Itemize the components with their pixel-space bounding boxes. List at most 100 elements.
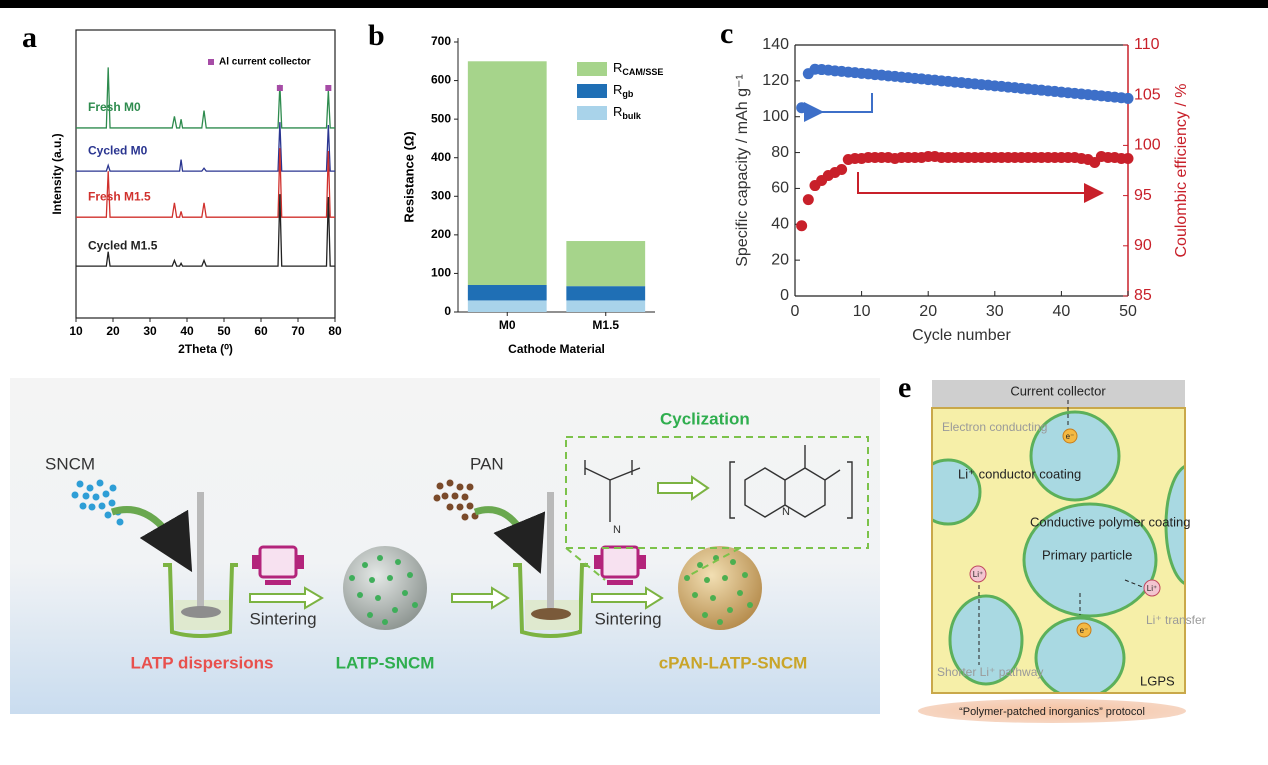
beaker (513, 492, 588, 638)
x-tick-label: 80 (328, 324, 342, 338)
y-tick-label: 500 (431, 111, 451, 125)
y-tick-label: 100 (431, 266, 451, 280)
product-label: LATP dispersions (131, 653, 274, 672)
y-tick-label: 0 (444, 304, 451, 318)
pattern-line (76, 67, 335, 129)
legend-name: R (613, 60, 622, 75)
legend-subscript: gb (622, 89, 633, 99)
inset-connector (689, 547, 741, 576)
y2-tick-label: 110 (1134, 36, 1160, 53)
reaction-arrow (657, 475, 710, 501)
bar-segment (467, 285, 547, 301)
x-axis-label: 2Theta (⁰) (178, 342, 233, 356)
caption: “Polymer-patched inorganics” protocol (959, 706, 1145, 718)
legend-subscript: bulk (622, 111, 641, 121)
electron-label: e⁻ (1066, 432, 1075, 441)
y2-tick-label: 90 (1134, 237, 1152, 254)
y2-tick-label: 105 (1134, 86, 1161, 103)
y-tick-label: 120 (762, 72, 789, 89)
peak-marker (276, 85, 283, 91)
data-point (1122, 152, 1134, 164)
y-tick-label: 20 (771, 251, 789, 268)
y-tick-label: 140 (762, 36, 789, 53)
product-label: cPAN-LATP-SNCM (659, 653, 808, 672)
atom-label: N (613, 524, 621, 536)
pattern-line (76, 194, 335, 267)
pan-particles (433, 479, 479, 521)
sncm-particles (71, 479, 124, 526)
curved-arrow (473, 506, 546, 574)
data-point (1122, 92, 1134, 104)
legend-label: RCAM/SSE (613, 60, 663, 77)
panel-label: c (720, 17, 733, 50)
peak-marker (325, 85, 332, 91)
legend-swatch (577, 106, 607, 120)
annotation: Electron conducting (942, 420, 1047, 434)
furnace (252, 545, 304, 585)
y2-tick-label: 85 (1134, 287, 1152, 304)
axis-arrow (857, 172, 1104, 203)
process-arrow (591, 586, 664, 610)
curved-arrow (110, 506, 193, 573)
annotation-swatch (208, 59, 214, 65)
legend-swatch (577, 84, 607, 98)
x-tick-label: 30 (143, 324, 157, 338)
legend-subscript: CAM/SSE (622, 67, 663, 77)
x-tick-label: 20 (106, 324, 120, 338)
annotation: Conductive polymer coating (1030, 514, 1190, 529)
annotation: Shorter Li⁺ pathway (937, 665, 1043, 679)
series-label: Fresh M1.5 (88, 189, 151, 203)
reagent-label: PAN (470, 454, 504, 473)
y-tick-label: 200 (431, 227, 451, 241)
x-tick-label: 50 (1119, 303, 1137, 320)
electron (1076, 622, 1092, 638)
bar-segment (566, 286, 646, 301)
pattern-line (76, 148, 335, 218)
bar-segment (467, 61, 547, 286)
y-tick-label: 100 (762, 108, 789, 125)
x-tick-label: 0 (791, 303, 800, 320)
process-arrow (249, 586, 324, 610)
pattern-line (76, 122, 335, 172)
inset-box (565, 436, 869, 549)
x-tick-label: 60 (254, 324, 268, 338)
data-point (836, 163, 848, 175)
panel-e: Current collector Electron conducting Li… (918, 380, 1206, 723)
legend-swatch (577, 62, 607, 76)
sphere-dots (349, 555, 418, 625)
x-axis-label: Cathode Material (508, 342, 605, 356)
inset-connector (565, 547, 606, 581)
reagent-label: SNCM (45, 454, 95, 473)
panel-label: b (368, 19, 385, 52)
pan-structure (584, 460, 641, 522)
x-tick-label: 40 (180, 324, 194, 338)
y-axis-label: Resistance (Ω) (401, 131, 416, 222)
bar-segment (566, 241, 646, 287)
y-tick-label: 300 (431, 188, 451, 202)
current-collector (932, 380, 1185, 408)
y2-tick-label: 100 (1134, 137, 1161, 154)
particles (933, 410, 1184, 692)
process-label: Sintering (594, 609, 661, 628)
annotation: Li⁺ conductor coating (958, 466, 1081, 481)
atom-label: N (782, 506, 790, 518)
inset-title: Cyclization (660, 409, 750, 428)
x-tick-label: M0 (499, 318, 516, 332)
y-tick-label: 400 (431, 150, 451, 164)
legend-label: Rgb (613, 82, 634, 99)
top-bar (0, 0, 1268, 8)
protocol-ellipse (918, 699, 1186, 723)
x-tick-label: M1.5 (592, 318, 619, 332)
y-tick-label: 700 (431, 34, 451, 48)
bar-segment (467, 300, 547, 312)
data-point (796, 220, 808, 232)
beaker (163, 492, 238, 638)
y-tick-label: 0 (780, 287, 789, 304)
y-tick-label: 60 (771, 180, 789, 197)
ion-label: Li⁺ (1147, 584, 1157, 593)
x-tick-label: 10 (69, 324, 83, 338)
annotation: Li⁺ transfer (1146, 613, 1206, 627)
process-arrow (451, 586, 510, 610)
electron (1062, 428, 1078, 444)
